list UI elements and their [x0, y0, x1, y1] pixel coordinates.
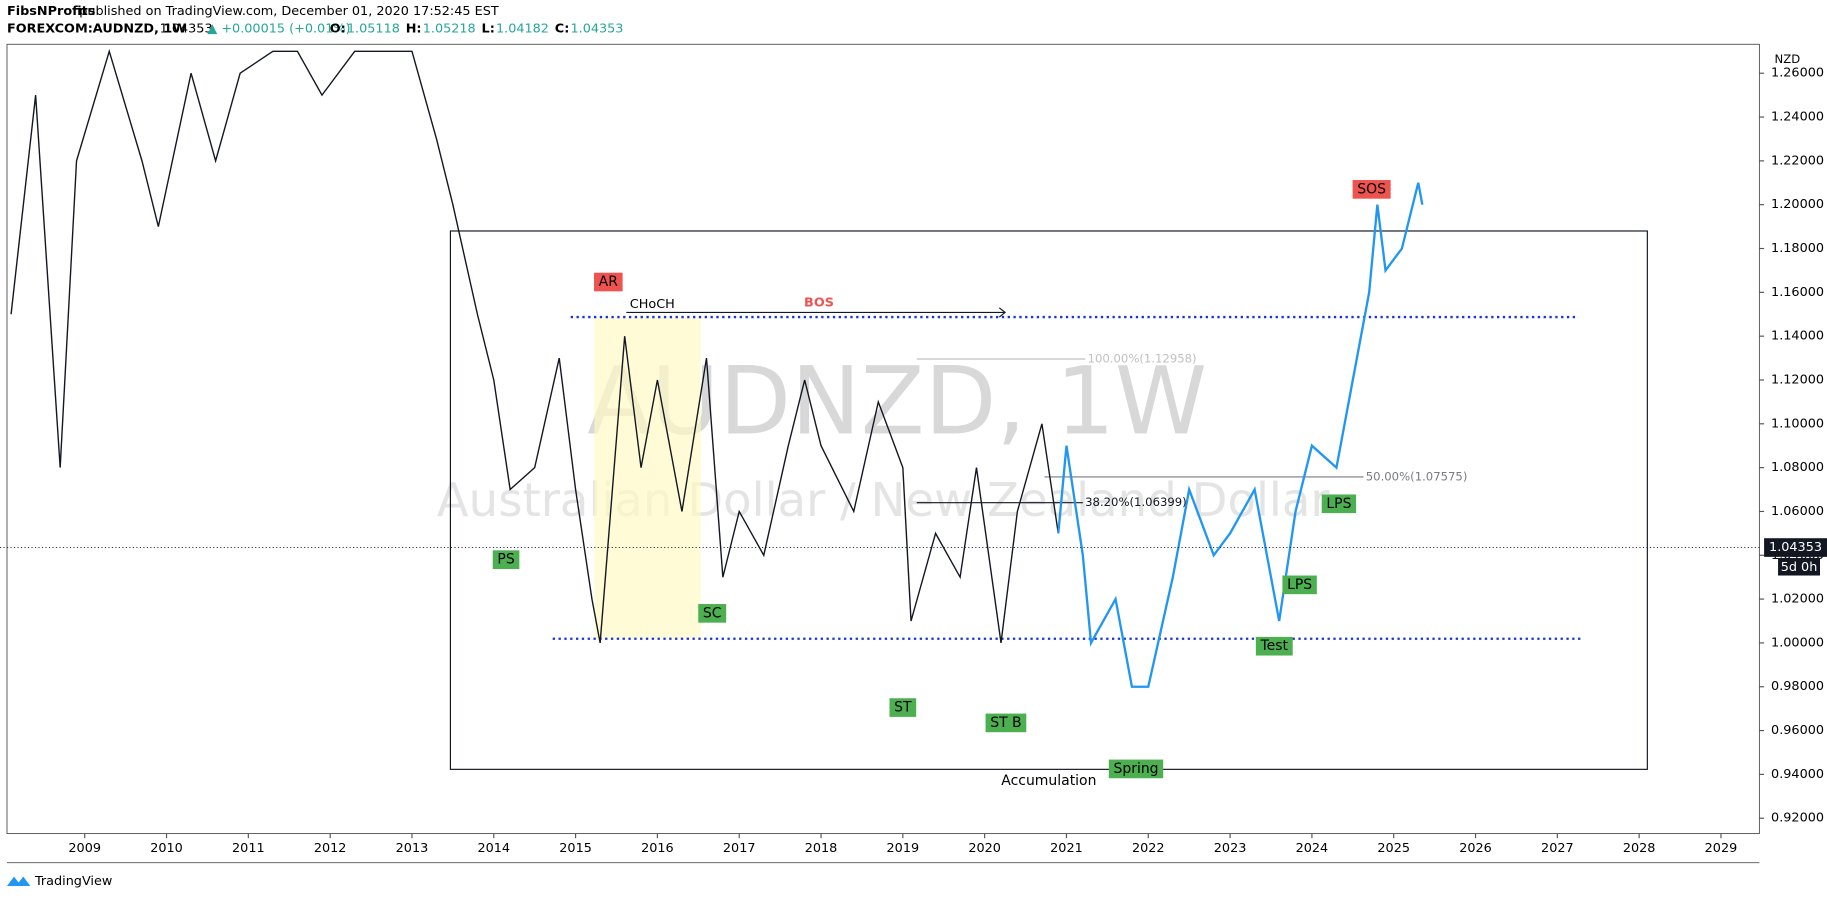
arrow-head: [998, 307, 1007, 318]
countdown-label: 5d 0h: [1781, 560, 1818, 575]
x-tick-label: 2026: [1459, 841, 1492, 856]
x-tick-label: 2023: [1214, 841, 1247, 856]
x-tick-label: 2019: [887, 841, 920, 856]
symbol: FOREXCOM:AUDNZD, 1W: [7, 22, 186, 37]
price-tag: [1764, 538, 1827, 557]
ohlc-value: 1.05218: [423, 22, 476, 37]
x-tick-label: 2014: [477, 841, 510, 856]
range-box-label: Accumulation: [1001, 773, 1096, 789]
ohlc-key: L:: [482, 22, 495, 37]
published: published on TradingView.com, December 0…: [79, 4, 499, 19]
annotation-box: [698, 604, 727, 623]
x-tick-label: 2017: [723, 841, 756, 856]
y-tick-label: 1.02000: [1771, 592, 1824, 607]
brand: TradingView: [34, 874, 112, 889]
annotation-box: [1255, 636, 1293, 656]
price-tag-label: 1.04353: [1769, 540, 1822, 555]
annotation-label: SOS: [1357, 181, 1386, 197]
annotation-label: PS: [497, 552, 514, 568]
y-tick-label: 1.18000: [1771, 241, 1824, 256]
bos-label: BOS: [804, 296, 834, 311]
currency: NZD: [1775, 52, 1801, 66]
x-tick-label: 2018: [805, 841, 838, 856]
y-tick-label: 1.20000: [1771, 197, 1824, 212]
annotation-label: Spring: [1113, 761, 1158, 777]
y-tick-label: 1.12000: [1771, 372, 1824, 387]
fib-label: 38.20%(1.06399): [1085, 495, 1187, 509]
annotation-box: [889, 698, 917, 717]
fib-label: 100.00%(1.12958): [1088, 351, 1197, 365]
x-tick-label: 2015: [559, 841, 592, 856]
y-tick-label: 1.08000: [1771, 460, 1824, 475]
y-tick-label: 0.96000: [1771, 723, 1824, 738]
annotation-box: [1352, 180, 1391, 199]
x-tick-label: 2027: [1541, 841, 1574, 856]
ohlc-key: H:: [406, 22, 422, 37]
annotation-label: LPS: [1287, 577, 1312, 593]
annotation-box: [1282, 575, 1317, 595]
choch-label: CHoCH: [630, 297, 675, 312]
countdown-tag: [1778, 558, 1821, 576]
annotation-label: AR: [599, 274, 619, 290]
ohlc-key: O:: [330, 22, 346, 37]
brand-logo: [6, 876, 31, 887]
x-tick-label: 2009: [68, 841, 101, 856]
plot-frame: [6, 43, 1760, 835]
y-tick-label: 1.26000: [1771, 66, 1824, 81]
ohlc-key: C:: [555, 22, 570, 37]
ohlc-value: 1.04182: [496, 22, 549, 37]
y-tick-label: 1.10000: [1771, 416, 1824, 431]
x-tick-label: 2010: [150, 841, 183, 856]
price-line: [1057, 182, 1424, 688]
y-tick-label: 0.98000: [1771, 679, 1824, 694]
annotation-label: SC: [703, 605, 722, 621]
ohlc-value: 1.05118: [347, 22, 400, 37]
ohlc-value: 1.04353: [570, 22, 623, 37]
y-tick-label: 1.22000: [1771, 153, 1824, 168]
y-tick-label: 0.94000: [1771, 767, 1824, 782]
x-tick-label: 2029: [1705, 841, 1738, 856]
x-tick-label: 2016: [641, 841, 674, 856]
x-tick-label: 2013: [396, 841, 429, 856]
y-tick-label: 1.06000: [1771, 504, 1824, 519]
y-tick-label: 1.14000: [1771, 329, 1824, 344]
annotation-box: [594, 272, 623, 292]
annotation-box: [985, 713, 1027, 733]
change: ▲ +0.00015 (+0.01%): [207, 22, 350, 37]
plot-layer: Accumulation 100.00%(1.12958) 38.20%(1.063…: [10, 48, 1648, 789]
annotation-box: [492, 550, 520, 569]
y-tick-label: 1.00000: [1771, 635, 1824, 650]
annotation-box: [1321, 494, 1357, 514]
x-tick-label: 2021: [1050, 841, 1083, 856]
annotation-box: [1108, 759, 1164, 779]
x-tick-label: 2012: [314, 841, 347, 856]
y-tick-label: 1.16000: [1771, 285, 1824, 300]
x-tick-label: 2028: [1623, 841, 1656, 856]
price-line: [10, 48, 1059, 644]
author: FibsNProfits: [7, 4, 96, 19]
y-tick-label: 0.92000: [1771, 811, 1824, 826]
watermark-sub: Australian Dollar / New Zealand Dollar: [437, 473, 1331, 527]
range-box: [449, 230, 1648, 770]
x-tick-label: 2022: [1132, 841, 1165, 856]
ohlc: O: 1.05118 H: 1.05218 L: 1.04182 C: 1.04353: [330, 22, 624, 37]
annotation-label: ST: [894, 700, 912, 716]
x-tick-label: 2011: [232, 841, 265, 856]
highlight-zone: [594, 317, 701, 639]
annotation-label: ST B: [990, 715, 1021, 731]
fib-label: 50.00%(1.07575): [1366, 469, 1468, 483]
x-tick-label: 2025: [1377, 841, 1410, 856]
last: 1.04353: [160, 22, 213, 37]
x-tick-label: 2024: [1296, 841, 1329, 856]
x-tick-label: 2020: [968, 841, 1001, 856]
y-tick-label: 1.24000: [1771, 110, 1824, 125]
annotation-label: Test: [1260, 638, 1289, 654]
annotation-label: LPS: [1326, 496, 1351, 512]
